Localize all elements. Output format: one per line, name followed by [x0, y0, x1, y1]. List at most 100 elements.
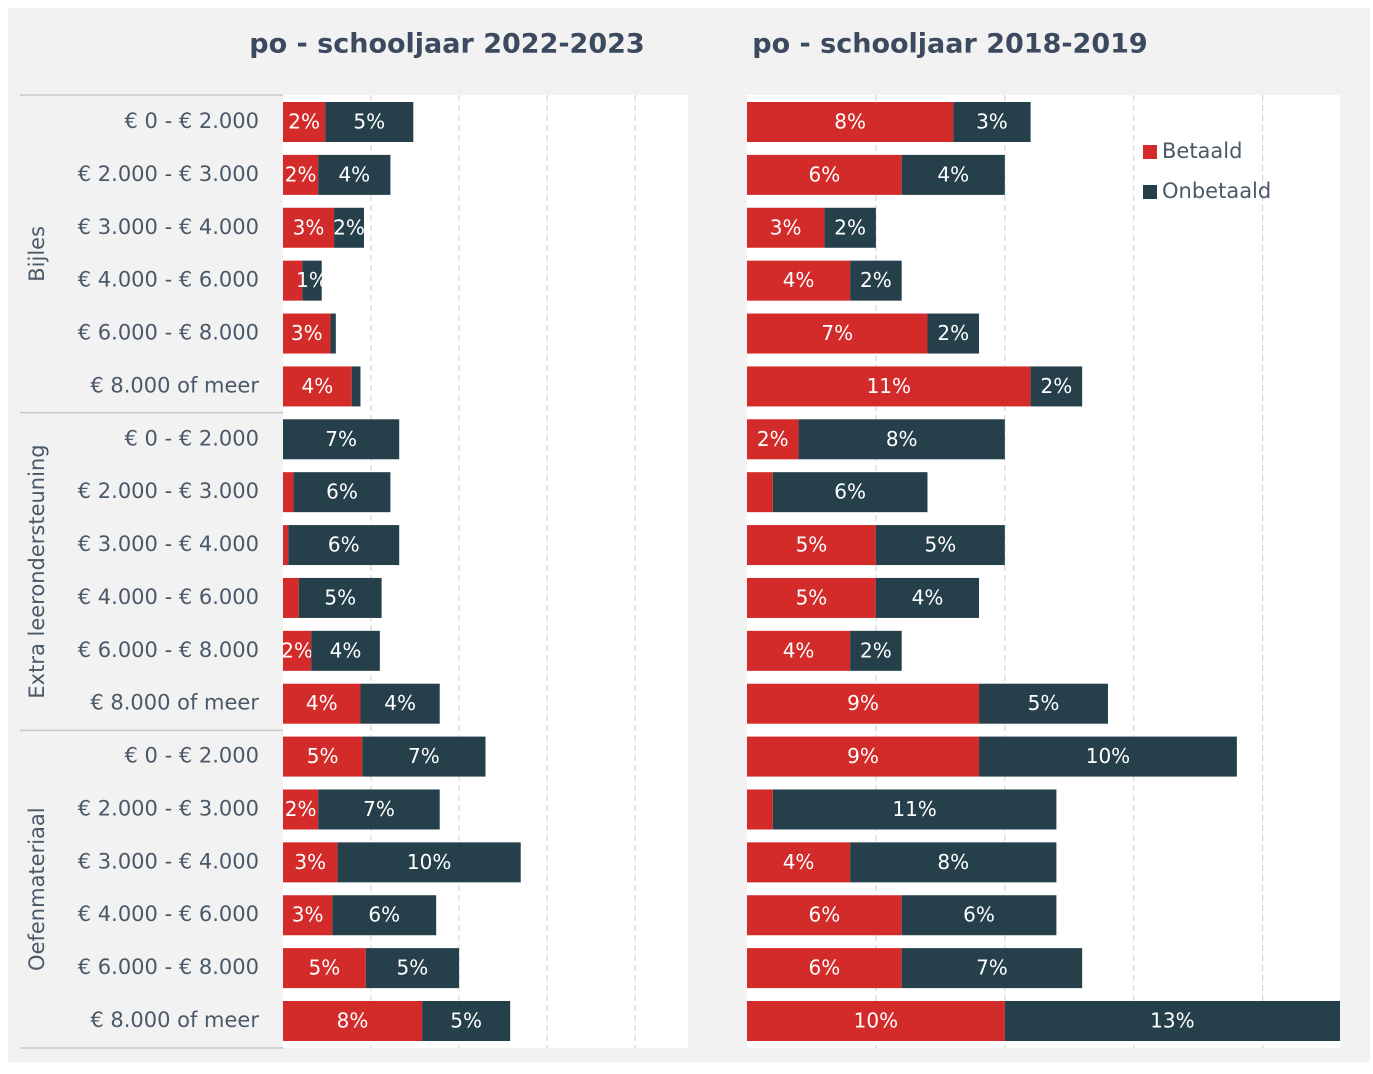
bar-segment	[979, 683, 1108, 724]
bar-segment	[850, 630, 902, 671]
bar-segment	[283, 789, 319, 830]
bar-segment	[747, 207, 825, 248]
bar-segment	[979, 736, 1237, 777]
value-label: 6%	[328, 533, 360, 557]
value-label: 5%	[307, 744, 339, 768]
bar-segment	[283, 895, 333, 936]
category-label: € 6.000 - € 8.000	[78, 955, 259, 979]
value-label: 5%	[1028, 691, 1060, 715]
group-label: Oefenmateriaal	[25, 807, 49, 971]
value-label: 2%	[285, 162, 317, 186]
bar-segment	[283, 472, 294, 513]
bar-segment	[318, 154, 391, 195]
value-label: 8%	[337, 1009, 369, 1033]
category-label: € 8.000 of meer	[90, 373, 259, 397]
bar-segment	[330, 313, 336, 354]
value-label: 10%	[407, 850, 451, 874]
category-label: € 6.000 - € 8.000	[78, 321, 259, 345]
bar-segment	[325, 102, 414, 142]
category-label: € 0 - € 2.000	[125, 109, 259, 133]
category-label: € 0 - € 2.000	[125, 426, 259, 450]
bar-segment	[422, 1001, 511, 1041]
chart-title: po - schooljaar 2022-2023	[249, 29, 644, 60]
bar-segment	[362, 736, 486, 777]
value-label: 3%	[293, 215, 325, 239]
category-label: € 3.000 - € 4.000	[78, 215, 259, 239]
bar-segment	[850, 260, 902, 301]
value-label: 4%	[783, 268, 815, 292]
bar-segment	[747, 842, 851, 883]
value-label: 8%	[937, 850, 969, 874]
bar-segment	[360, 683, 440, 724]
category-label: € 2.000 - € 3.000	[78, 479, 259, 503]
value-label: 2%	[834, 215, 866, 239]
category-label: € 4.000 - € 6.000	[78, 268, 259, 292]
value-label: 4%	[306, 691, 338, 715]
plot-area	[283, 95, 688, 1048]
bar-segment	[772, 789, 1057, 830]
bar-segment	[747, 472, 773, 513]
value-label: 4%	[783, 638, 815, 662]
bar-segment	[293, 472, 391, 513]
value-label: 4%	[783, 850, 815, 874]
bar-segment	[798, 419, 1005, 460]
category-label: € 8.000 of meer	[90, 1008, 259, 1032]
value-label: 9%	[847, 744, 879, 768]
bar-segment	[283, 366, 352, 407]
value-label: 2%	[860, 268, 892, 292]
legend-label: Onbetaald	[1162, 179, 1271, 203]
category-label: € 8.000 of meer	[90, 691, 259, 715]
value-label: 2%	[333, 215, 365, 239]
legend-swatch	[1143, 185, 1157, 199]
bar-segment	[283, 313, 331, 354]
value-label: 2%	[937, 321, 969, 345]
value-label: 7%	[325, 427, 357, 451]
bar-segment	[747, 736, 980, 777]
value-label: 4%	[384, 691, 416, 715]
value-label: 6%	[808, 903, 840, 927]
bar-segment	[283, 736, 363, 777]
bar-segment	[283, 102, 326, 142]
bar-segment	[901, 154, 1005, 195]
bar-segment	[747, 102, 954, 142]
value-label: 7%	[363, 797, 395, 821]
group-label: Extra leerondersteuning	[25, 444, 49, 698]
value-label: 10%	[854, 1009, 898, 1033]
value-label: 3%	[976, 110, 1008, 134]
bar-segment	[365, 948, 460, 989]
bar-segment	[953, 102, 1031, 142]
bar-segment	[1030, 366, 1083, 407]
bar-segment	[747, 419, 799, 460]
bar-segment	[283, 154, 319, 195]
value-label: 7%	[408, 744, 440, 768]
value-label: 3%	[294, 850, 326, 874]
value-label: 5%	[925, 533, 957, 557]
bar-segment	[747, 525, 876, 566]
value-label: 10%	[1086, 744, 1130, 768]
value-label: 2%	[285, 797, 317, 821]
plot-area	[747, 95, 1340, 1048]
category-label: € 2.000 - € 3.000	[78, 796, 259, 820]
bar-segment	[747, 789, 773, 830]
bar-segment	[318, 789, 440, 830]
chart-title: po - schooljaar 2018-2019	[752, 29, 1147, 60]
value-label: 6%	[963, 903, 995, 927]
value-label: 4%	[301, 374, 333, 398]
bar-segment	[772, 472, 928, 513]
bar-segment	[747, 154, 902, 195]
bar-segment	[824, 207, 876, 248]
bar-segment	[747, 948, 902, 989]
category-label: € 3.000 - € 4.000	[78, 849, 259, 873]
value-label: 9%	[847, 691, 879, 715]
value-label: 3%	[292, 903, 324, 927]
value-label: 7%	[976, 956, 1008, 980]
value-label: 2%	[860, 638, 892, 662]
bar-segment	[747, 577, 876, 618]
value-label: 6%	[808, 956, 840, 980]
value-label: 6%	[368, 903, 400, 927]
bar-segment	[927, 313, 980, 354]
value-label: 2%	[281, 638, 313, 662]
value-label: 4%	[338, 162, 370, 186]
bar-segment	[747, 683, 980, 724]
value-label: 8%	[886, 427, 918, 451]
